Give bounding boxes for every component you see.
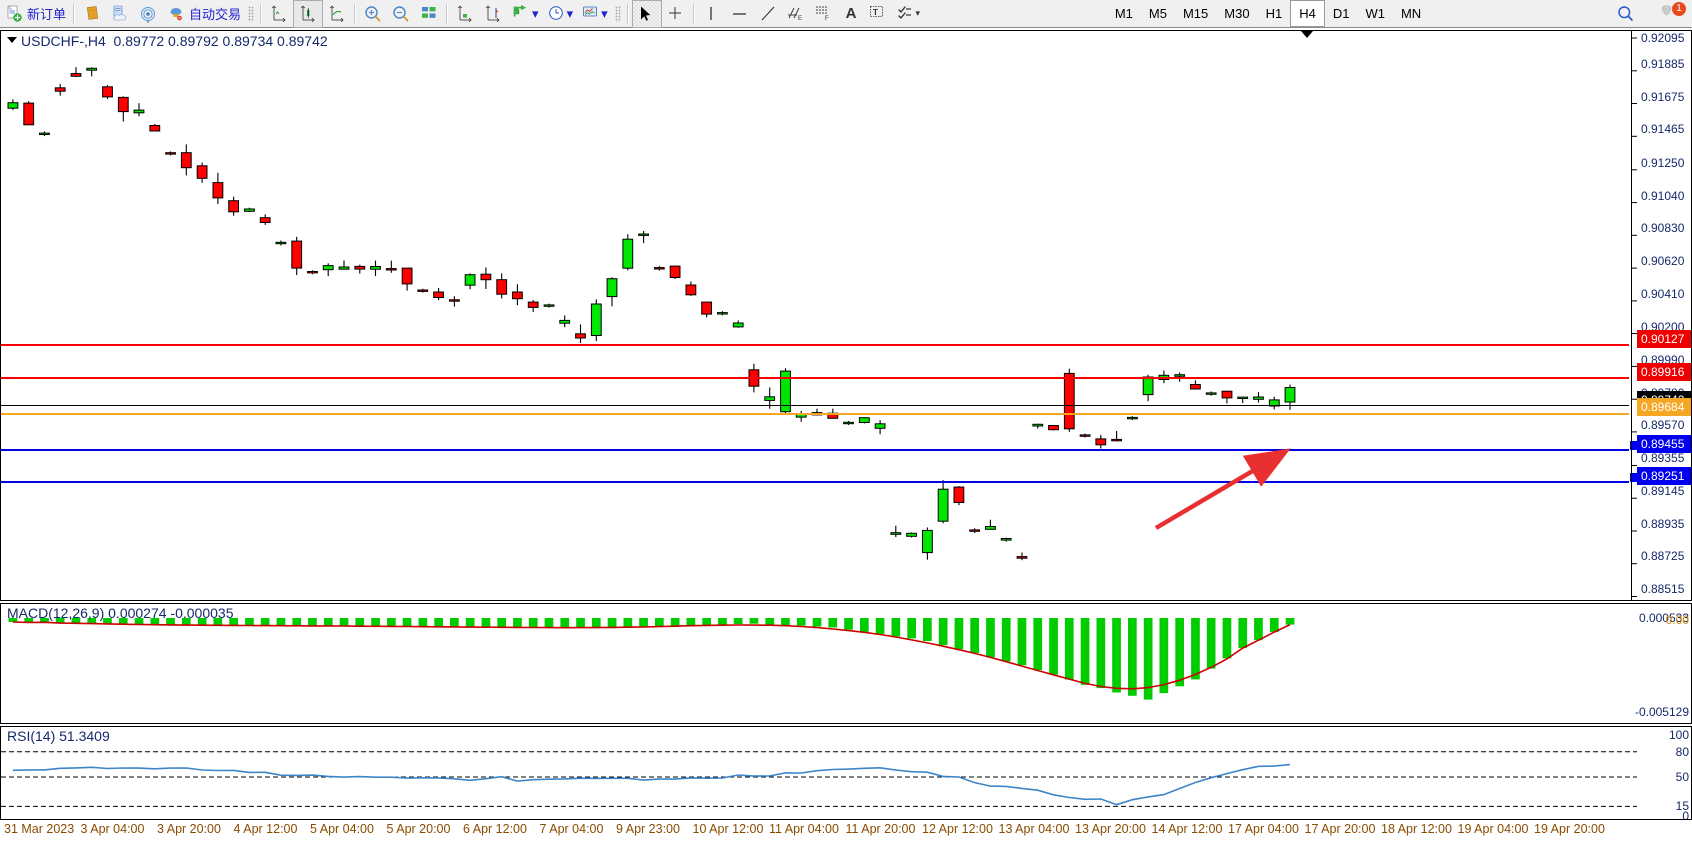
svg-text:F: F	[825, 16, 829, 22]
svg-text:T: T	[873, 8, 878, 17]
svg-text:E: E	[798, 16, 802, 22]
